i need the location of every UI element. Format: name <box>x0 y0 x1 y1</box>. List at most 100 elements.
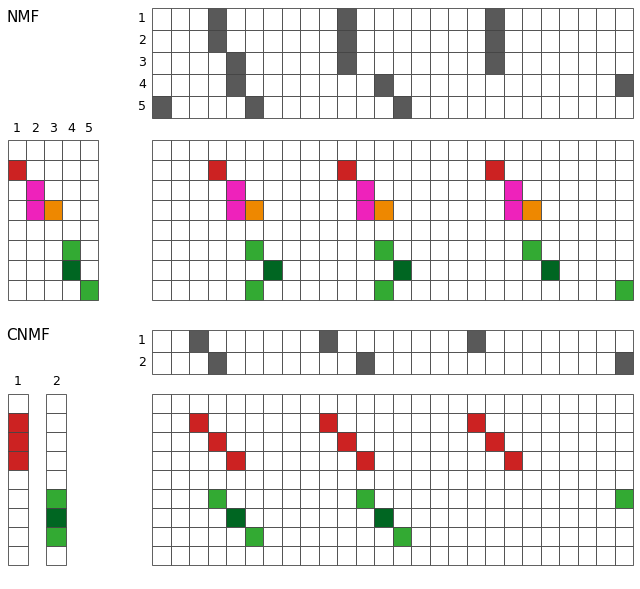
Bar <box>504 508 522 527</box>
Bar <box>189 508 207 527</box>
Bar <box>429 180 448 200</box>
Bar <box>467 74 485 96</box>
Bar <box>170 96 189 118</box>
Bar <box>504 30 522 52</box>
Bar <box>189 280 207 300</box>
Bar <box>263 489 282 508</box>
Bar <box>319 330 337 352</box>
Bar <box>263 200 282 220</box>
Bar <box>337 546 355 565</box>
Bar <box>62 200 80 220</box>
Bar <box>392 280 411 300</box>
Bar <box>392 8 411 30</box>
Bar <box>504 200 522 220</box>
Bar <box>263 180 282 200</box>
Bar <box>207 432 226 451</box>
Bar <box>596 527 614 546</box>
Bar <box>207 330 226 352</box>
Bar <box>319 160 337 180</box>
Bar <box>170 489 189 508</box>
Bar <box>170 451 189 470</box>
Bar <box>485 52 504 74</box>
Bar <box>522 30 541 52</box>
Bar <box>374 160 392 180</box>
Bar <box>8 280 26 300</box>
Text: CNMF: CNMF <box>6 328 50 343</box>
Bar <box>596 489 614 508</box>
Bar <box>282 413 300 432</box>
Bar <box>411 180 429 200</box>
Bar <box>448 330 467 352</box>
Bar <box>448 200 467 220</box>
Bar <box>300 432 319 451</box>
Bar <box>614 8 633 30</box>
Bar <box>207 140 226 160</box>
Bar <box>244 451 263 470</box>
Bar <box>282 546 300 565</box>
Bar <box>559 74 577 96</box>
Bar <box>541 432 559 451</box>
Bar <box>244 74 263 96</box>
Bar <box>46 489 66 508</box>
Bar <box>577 52 596 74</box>
Bar <box>522 160 541 180</box>
Bar <box>263 140 282 160</box>
Bar <box>504 140 522 160</box>
Bar <box>319 74 337 96</box>
Bar <box>226 260 244 280</box>
Bar <box>8 508 28 527</box>
Bar <box>244 260 263 280</box>
Bar <box>577 140 596 160</box>
Bar <box>319 413 337 432</box>
Bar <box>189 413 207 432</box>
Bar <box>8 220 26 240</box>
Bar <box>541 52 559 74</box>
Bar <box>170 470 189 489</box>
Text: 3: 3 <box>49 122 57 135</box>
Bar <box>226 200 244 220</box>
Bar <box>596 240 614 260</box>
Bar <box>504 394 522 413</box>
Bar <box>577 200 596 220</box>
Bar <box>411 451 429 470</box>
Bar <box>355 280 374 300</box>
Bar <box>541 508 559 527</box>
Bar <box>244 52 263 74</box>
Bar <box>80 280 98 300</box>
Bar <box>207 8 226 30</box>
Bar <box>152 470 170 489</box>
Bar <box>429 74 448 96</box>
Bar <box>170 527 189 546</box>
Bar <box>577 546 596 565</box>
Bar <box>355 546 374 565</box>
Bar <box>559 432 577 451</box>
Text: 2: 2 <box>31 122 39 135</box>
Bar <box>319 140 337 160</box>
Bar <box>319 508 337 527</box>
Bar <box>596 546 614 565</box>
Bar <box>614 546 633 565</box>
Bar <box>448 52 467 74</box>
Bar <box>411 508 429 527</box>
Bar <box>226 220 244 240</box>
Bar <box>485 470 504 489</box>
Bar <box>541 394 559 413</box>
Bar <box>596 330 614 352</box>
Bar <box>429 508 448 527</box>
Bar <box>263 432 282 451</box>
Bar <box>577 240 596 260</box>
Bar <box>152 260 170 280</box>
Bar <box>207 489 226 508</box>
Bar <box>263 160 282 180</box>
Bar <box>559 52 577 74</box>
Bar <box>522 413 541 432</box>
Bar <box>244 352 263 374</box>
Bar <box>300 413 319 432</box>
Bar <box>485 74 504 96</box>
Bar <box>504 470 522 489</box>
Bar <box>541 546 559 565</box>
Bar <box>207 220 226 240</box>
Bar <box>448 8 467 30</box>
Bar <box>319 180 337 200</box>
Bar <box>448 394 467 413</box>
